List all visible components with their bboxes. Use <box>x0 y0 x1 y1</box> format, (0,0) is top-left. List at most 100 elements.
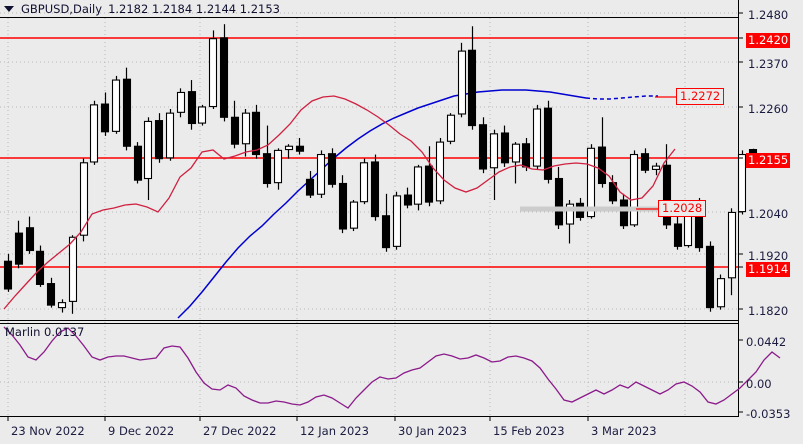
price-axis-label: 1.2260 <box>748 102 789 116</box>
candle-body-bearish <box>133 145 143 181</box>
price-axis-label-highlighted[interactable]: 1.2155 <box>746 153 791 168</box>
candle-body-bearish <box>370 161 380 218</box>
candle-body-bullish <box>489 133 499 169</box>
candle-body-bearish <box>154 120 164 160</box>
candle-body-bearish <box>35 250 45 285</box>
level-lines <box>0 37 738 268</box>
candle-body-bullish <box>241 112 251 145</box>
date-axis-label: 23 Nov 2022 <box>11 424 85 438</box>
candle-body-bullish <box>143 120 153 180</box>
candle-body-bullish <box>176 91 186 113</box>
price-axis-label: 1.1820 <box>748 304 789 318</box>
candle-body-bullish <box>586 147 596 218</box>
indicator-axis-label: 0.0442 <box>746 335 787 349</box>
chart-grid <box>0 12 738 416</box>
candle-body-bearish <box>467 49 477 127</box>
candle-body-bearish <box>338 182 348 230</box>
price-axis-label: 1.2040 <box>748 207 789 221</box>
date-axis-label: 3 Mar 2023 <box>591 424 657 438</box>
price-axis-label: 1.1920 <box>748 249 789 263</box>
candle-body-bullish <box>565 203 575 225</box>
chevron-down-icon[interactable] <box>4 6 14 12</box>
slow-ma-line <box>177 89 587 319</box>
marlin-indicator-line <box>3 326 781 409</box>
candle-body-bullish <box>89 104 99 163</box>
candle-body-bullish <box>511 143 521 163</box>
candle-body-bullish <box>457 50 467 115</box>
candle-body-bullish <box>737 153 747 213</box>
candle-body-bearish <box>262 153 272 185</box>
candle-body-bullish <box>68 236 78 302</box>
indicator-axis-label: -0.0353 <box>746 407 791 421</box>
candle-body-bearish <box>381 215 391 249</box>
axis-ticks <box>7 12 743 421</box>
pane-borders <box>0 0 739 417</box>
candle-body-bullish <box>435 141 445 202</box>
candle-body-bullish <box>413 166 423 205</box>
candle-body-bearish <box>521 143 531 168</box>
candle-body-bullish <box>532 108 542 167</box>
candle-body-bullish <box>359 162 369 203</box>
candle-body-bearish <box>122 78 132 147</box>
price-axis-label: 1.2370 <box>748 57 789 71</box>
candle-body-bearish <box>295 145 305 152</box>
symbol-label: GBPUSD,Daily <box>21 2 103 16</box>
candle-body-bullish <box>111 79 121 132</box>
candle-body-bearish <box>46 283 56 306</box>
candle-body-bearish <box>219 37 229 118</box>
candle-body-bearish <box>619 199 629 227</box>
price-axis-label: 1.2480 <box>748 8 789 22</box>
candle-body-bearish <box>251 111 261 156</box>
candle-body-bearish <box>187 91 197 125</box>
candle-body-bullish <box>446 114 456 142</box>
candle-body-bearish <box>403 194 413 206</box>
candle-body-bearish <box>640 153 650 171</box>
candle-body-bearish <box>554 177 564 226</box>
ohlc-quotes: 1.2182 1.2184 1.2144 1.2153 <box>108 2 280 16</box>
candle-body-bearish <box>424 165 434 203</box>
candle-body-bearish <box>14 232 24 265</box>
candle-body-bullish <box>165 112 175 159</box>
candle-body-bullish <box>79 162 89 236</box>
candle-body-bullish <box>208 38 218 108</box>
candle-body-bullish <box>197 106 207 124</box>
slow-ma-forecast-line <box>585 95 658 100</box>
date-axis-label: 27 Dec 2022 <box>203 424 277 438</box>
candle-body-bearish <box>230 116 240 145</box>
candle-body-bullish <box>727 211 737 279</box>
candle-body-bearish <box>597 146 607 185</box>
candle-body-bullish <box>629 153 639 226</box>
floating-price-tag[interactable]: 1.2028 <box>658 200 707 217</box>
chart-header: GBPUSD,Daily 1.2182 1.2184 1.2144 1.2153 <box>4 1 280 17</box>
indicator-axis-label: 0.00 <box>746 377 772 391</box>
candle-body-bearish <box>662 164 672 226</box>
candle-body-bullish <box>316 153 326 195</box>
price-axis-label-highlighted[interactable]: 1.1914 <box>746 262 791 277</box>
date-axis-label: 9 Dec 2022 <box>108 424 175 438</box>
candle-body-bullish <box>651 165 661 170</box>
candle-body-bearish <box>25 227 35 252</box>
date-axis-label: 30 Jan 2023 <box>398 424 467 438</box>
candle-body-bearish <box>478 124 488 170</box>
candle-body-bearish <box>673 223 683 247</box>
candle-body-bearish <box>3 260 13 290</box>
candle-body-bearish <box>100 103 110 133</box>
candle-body-bullish <box>284 145 294 151</box>
candle-body-bullish <box>716 278 726 308</box>
candlestick-series <box>3 24 758 314</box>
candle-body-bullish <box>392 195 402 247</box>
price-axis-label-highlighted[interactable]: 1.2420 <box>746 33 791 48</box>
date-axis-label: 15 Feb 2023 <box>493 424 565 438</box>
candle-body-bearish <box>500 132 510 164</box>
candle-body-bearish <box>327 153 337 185</box>
candle-body-bullish <box>57 302 67 309</box>
floating-price-tag[interactable]: 1.2272 <box>676 88 725 105</box>
candle-body-bearish <box>305 178 315 196</box>
fast-ma-line <box>3 95 676 310</box>
candle-body-bearish <box>543 107 553 180</box>
indicator-label: Marlin 0.0137 <box>5 325 85 339</box>
candle-body-bullish <box>273 149 283 184</box>
